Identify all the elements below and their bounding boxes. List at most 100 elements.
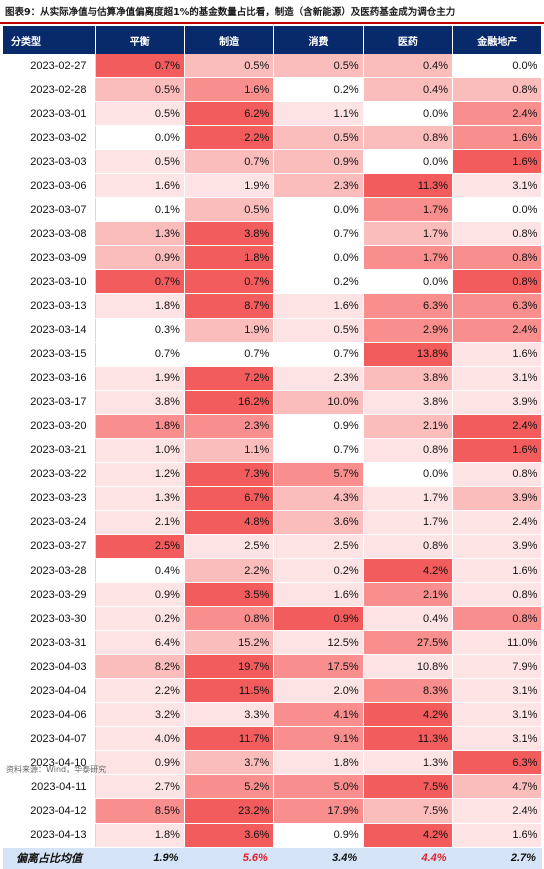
- cell-value: 2.4%: [452, 101, 543, 127]
- cell-value: 1.6%: [273, 582, 364, 608]
- cell-value: 7.2%: [184, 366, 275, 391]
- cell-value: 3.9%: [452, 390, 543, 415]
- row-date: 2023-02-27: [3, 54, 96, 79]
- cell-value: 2.1%: [363, 582, 454, 608]
- table-row: 2023-03-17 3.8% 16.2% 10.0% 3.8% 3.9%: [3, 390, 543, 415]
- row-date: 2023-02-28: [3, 77, 96, 103]
- cell-value: 0.7%: [95, 54, 185, 79]
- cell-value: 1.0%: [95, 438, 185, 463]
- row-date: 2023-03-16: [3, 366, 96, 391]
- cell-value: 19.7%: [184, 654, 275, 680]
- row-date: 2023-03-14: [3, 318, 96, 343]
- table-row: 2023-03-10 0.7% 0.7% 0.2% 0.0% 0.8%: [3, 269, 543, 295]
- cell-value: 0.1%: [95, 197, 185, 223]
- cell-value: 10.8%: [363, 654, 454, 680]
- cell-value: 2.4%: [452, 798, 543, 824]
- cell-value: 0.7%: [273, 342, 364, 367]
- table-row: 2023-03-24 2.1% 4.8% 3.6% 1.7% 2.4%: [3, 510, 543, 535]
- row-date: 2023-03-23: [3, 486, 96, 511]
- header-manufacturing: 制造: [184, 26, 275, 54]
- cell-value: 0.2%: [95, 606, 185, 632]
- cell-value: 1.8%: [95, 414, 185, 439]
- cell-value: 11.3%: [363, 173, 454, 199]
- footer-value: 1.9%: [95, 847, 185, 869]
- cell-value: 0.8%: [452, 245, 543, 271]
- cell-value: 0.9%: [273, 149, 364, 175]
- table-row: 2023-04-10 0.9% 3.7% 1.8% 1.3% 6.3%: [3, 750, 543, 776]
- cell-value: 1.7%: [363, 510, 454, 535]
- header-balanced: 平衡: [95, 26, 185, 54]
- cell-value: 0.4%: [363, 54, 454, 79]
- cell-value: 3.1%: [452, 173, 543, 199]
- cell-value: 1.6%: [452, 823, 543, 848]
- row-date: 2023-04-10: [3, 750, 96, 776]
- source-note: 资料来源：Wind，华泰研究: [6, 765, 107, 774]
- row-date: 2023-03-03: [3, 149, 96, 175]
- cell-value: 2.1%: [363, 414, 454, 439]
- cell-value: 0.4%: [363, 77, 454, 103]
- row-date: 2023-03-27: [3, 534, 96, 559]
- row-date: 2023-03-21: [3, 438, 96, 463]
- table-row: 2023-03-22 1.2% 7.3% 5.7% 0.0% 0.8%: [3, 462, 543, 487]
- cell-value: 1.6%: [452, 342, 543, 367]
- cell-value: 6.3%: [452, 293, 543, 319]
- table-row: 2023-04-11 2.7% 5.2% 5.0% 7.5% 4.7%: [3, 774, 543, 800]
- cell-value: 5.2%: [184, 774, 275, 800]
- cell-value: 2.3%: [273, 366, 364, 391]
- cell-value: 2.3%: [184, 414, 275, 439]
- table-row: 2023-03-23 1.3% 6.7% 4.3% 1.7% 3.9%: [3, 486, 543, 511]
- table-row: 2023-03-20 1.8% 2.3% 0.9% 2.1% 2.4%: [3, 414, 543, 439]
- cell-value: 11.5%: [184, 678, 275, 704]
- cell-value: 5.7%: [273, 462, 364, 487]
- cell-value: 0.8%: [363, 438, 454, 463]
- cell-value: 0.5%: [184, 54, 275, 79]
- row-date: 2023-03-09: [3, 245, 96, 271]
- row-date: 2023-03-24: [3, 510, 96, 535]
- cell-value: 3.1%: [452, 678, 543, 704]
- cell-value: 0.7%: [95, 342, 185, 367]
- cell-value: 1.7%: [363, 197, 454, 223]
- table-row: 2023-04-03 8.2% 19.7% 17.5% 10.8% 7.9%: [3, 654, 543, 680]
- cell-value: 1.8%: [273, 750, 364, 776]
- cell-value: 1.6%: [273, 293, 364, 319]
- cell-value: 2.9%: [363, 318, 454, 343]
- row-date: 2023-03-29: [3, 582, 96, 608]
- row-date: 2023-03-30: [3, 606, 96, 632]
- cell-value: 2.7%: [95, 774, 185, 800]
- cell-value: 7.5%: [363, 798, 454, 824]
- table-body: 2023-02-27 0.7% 0.5% 0.5% 0.4% 0.0% 2023-02-28…: [3, 54, 543, 848]
- table-row: 2023-03-13 1.8% 8.7% 1.6% 6.3% 6.3%: [3, 293, 543, 319]
- cell-value: 0.7%: [184, 149, 275, 175]
- cell-value: 2.0%: [273, 678, 364, 704]
- cell-value: 3.1%: [452, 702, 543, 728]
- cell-value: 7.9%: [452, 654, 543, 680]
- cell-value: 0.7%: [95, 269, 185, 295]
- cell-value: 3.8%: [184, 221, 275, 247]
- row-date: 2023-03-22: [3, 462, 96, 487]
- cell-value: 0.2%: [273, 269, 364, 295]
- cell-value: 11.3%: [363, 726, 454, 752]
- cell-value: 6.4%: [95, 630, 185, 656]
- cell-value: 0.7%: [184, 342, 275, 367]
- table-row: 2023-03-30 0.2% 0.8% 0.9% 0.4% 0.8%: [3, 606, 543, 632]
- cell-value: 2.4%: [452, 318, 543, 343]
- cell-value: 4.2%: [363, 823, 454, 848]
- row-date: 2023-03-15: [3, 342, 96, 367]
- cell-value: 2.3%: [273, 173, 364, 199]
- cell-value: 4.7%: [452, 774, 543, 800]
- cell-value: 3.6%: [273, 510, 364, 535]
- cell-value: 13.8%: [363, 342, 454, 367]
- table-row: 2023-04-06 3.2% 3.3% 4.1% 4.2% 3.1%: [3, 702, 543, 728]
- table-row: 2023-03-14 0.3% 1.9% 0.5% 2.9% 2.4%: [3, 318, 543, 343]
- cell-value: 2.2%: [184, 125, 275, 151]
- cell-value: 2.5%: [184, 534, 275, 559]
- cell-value: 0.8%: [452, 221, 543, 247]
- figure-title: 图表9：从实际净值与估算净值偏离度超1%的基金数量占比看，制造（含新能源）及医药…: [5, 7, 456, 18]
- cell-value: 1.1%: [184, 438, 275, 463]
- cell-value: 1.6%: [452, 558, 543, 584]
- table-header-row: 分类型 平衡 制造 消费 医药 金融地产: [3, 26, 543, 54]
- table-row: 2023-03-08 1.3% 3.8% 0.7% 1.7% 0.8%: [3, 221, 543, 247]
- cell-value: 2.5%: [95, 534, 185, 559]
- table-row: 2023-03-03 0.5% 0.7% 0.9% 0.0% 1.6%: [3, 149, 543, 175]
- cell-value: 0.9%: [273, 606, 364, 632]
